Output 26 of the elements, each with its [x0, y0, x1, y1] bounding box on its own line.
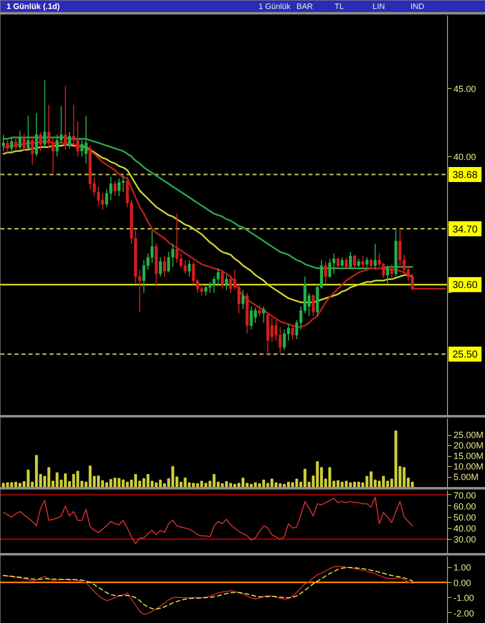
y-tick-label: 25.00M [454, 430, 484, 440]
y-tick-label: 40.00 [454, 152, 476, 162]
text: TL [334, 2, 344, 11]
text: 1 Günlük [258, 2, 292, 11]
y-tick-label: 15.00M [454, 451, 484, 462]
y-tick-label: -2.00 [454, 608, 474, 618]
ref-line-label: 34.70 [452, 224, 478, 236]
ref-line-label: 25.50 [452, 350, 478, 361]
y-tick-label: 30.00 [454, 534, 476, 545]
y-tick-label: 1.00 [454, 562, 472, 573]
y-tick-label: 10.00M [454, 462, 484, 472]
text: LIN [372, 2, 386, 11]
text: BAR [296, 2, 314, 11]
y-tick-label: 40.00 [454, 524, 476, 534]
ref-line-label: 38.68 [452, 170, 478, 182]
text: IND [410, 2, 424, 11]
y-tick-label: 45.00 [454, 84, 476, 94]
y-tick-label: 5.00M [454, 472, 479, 482]
y-tick-label: -1.00 [454, 593, 474, 604]
chart-title: 1 Günlük (.1d) [6, 2, 60, 11]
ref-line-label: 30.60 [452, 280, 478, 292]
y-tick-label: 0.00 [454, 578, 472, 588]
y-tick-label: 70.00 [454, 490, 476, 500]
y-tick-label: 60.00 [454, 501, 476, 512]
y-tick-label: 20.00M [454, 440, 484, 451]
y-tick-label: 50.00 [454, 512, 476, 523]
